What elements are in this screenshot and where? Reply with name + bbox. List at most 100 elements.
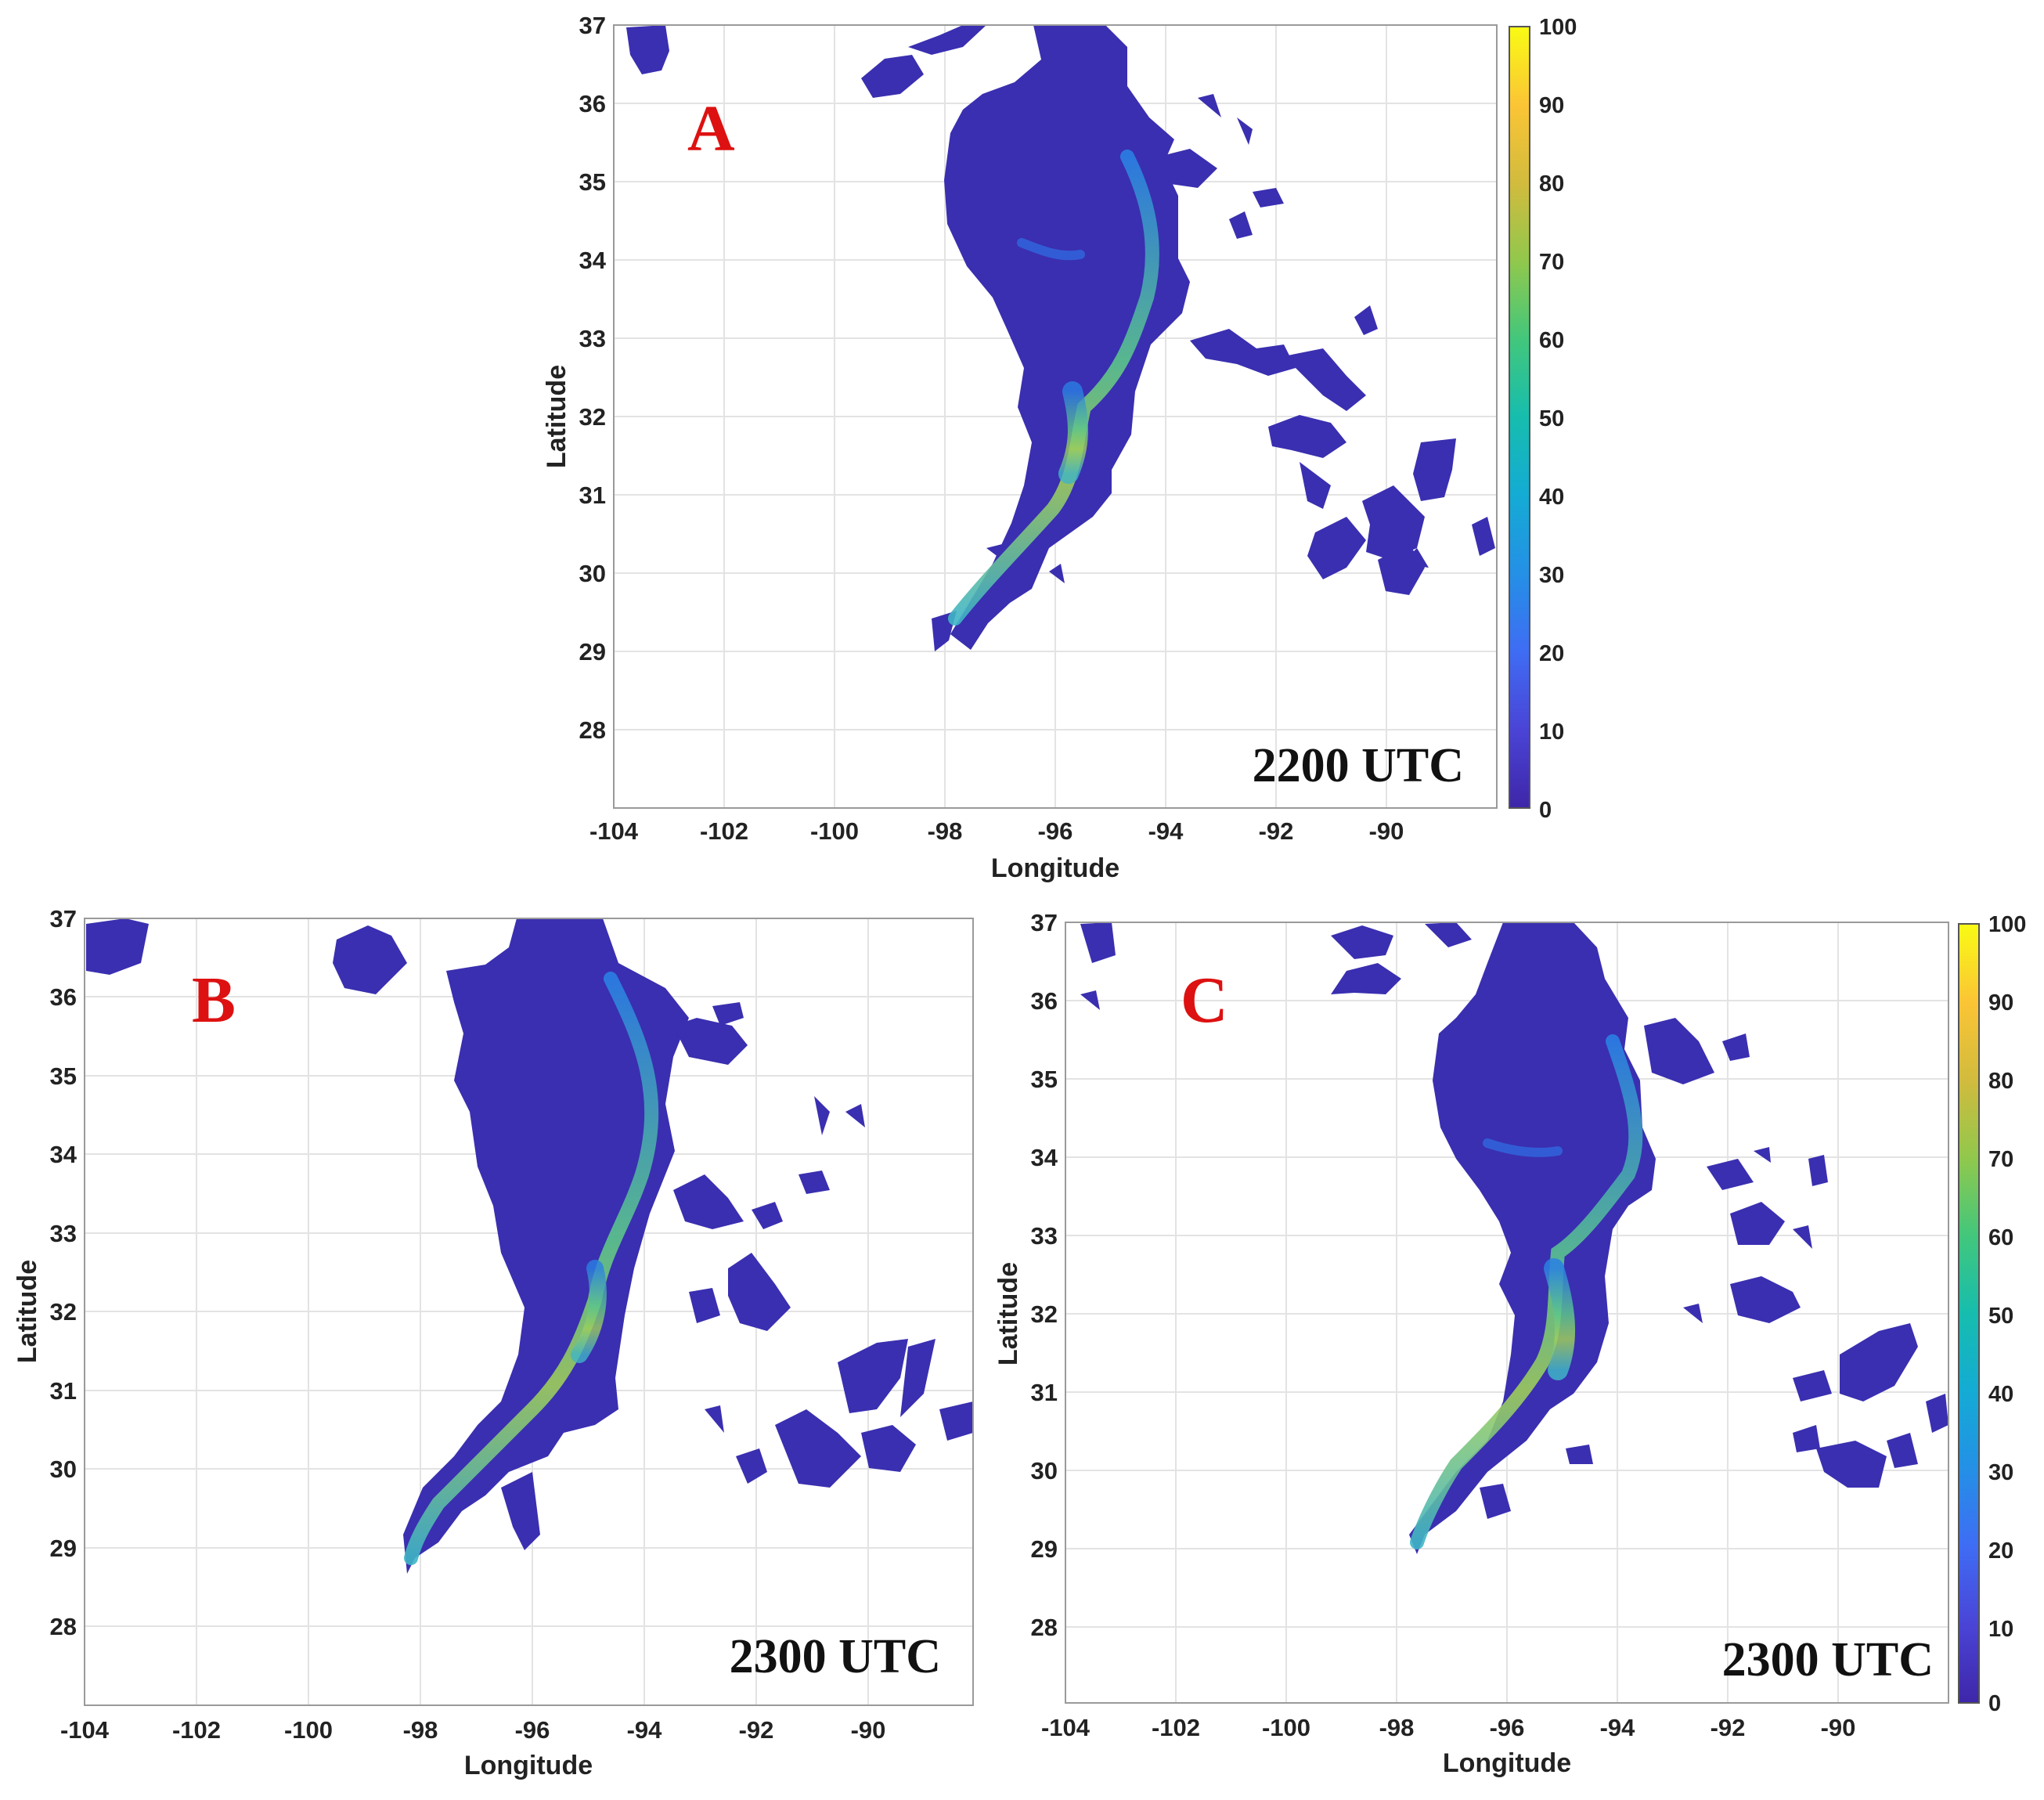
y-ticks: 37 36 35 34 33 32 31 30 29 28 <box>579 12 607 744</box>
panel-letter: A <box>687 92 735 165</box>
y-tick-label: 37 <box>579 12 606 39</box>
y-tick-label: 32 <box>1031 1300 1058 1328</box>
x-axis-label: Longitude <box>991 853 1119 883</box>
plot-frame <box>613 24 1498 809</box>
y-tick-label: 29 <box>579 638 606 666</box>
x-tick-label: -100 <box>810 817 859 845</box>
x-tick-label: -90 <box>851 1716 886 1744</box>
squall-line-core <box>948 150 1159 626</box>
x-tick-label: -102 <box>1152 1714 1200 1741</box>
x-tick-label: -102 <box>172 1716 221 1744</box>
colorbar-tick: 70 <box>1988 1147 2013 1172</box>
x-tick-label: -98 <box>928 817 963 845</box>
timestamp-label: 2200 UTC <box>1253 739 1464 792</box>
panel-b: -104 -102 -100 -98 -96 -94 -92 -90 37 36… <box>13 905 974 1780</box>
colorbar-tick: 100 <box>1988 912 2026 937</box>
x-tick-label: -96 <box>1490 1714 1525 1741</box>
y-tick-label: 28 <box>579 716 606 744</box>
x-tick-label: -96 <box>515 1716 550 1744</box>
y-tick-label: 35 <box>1031 1066 1058 1093</box>
colorbar-tick: 50 <box>1539 406 1564 431</box>
colorbar-tick: 80 <box>1539 171 1564 197</box>
squall-line-core <box>1410 1034 1643 1549</box>
x-tick-label: -100 <box>284 1716 333 1744</box>
x-tick-label: -102 <box>700 817 748 845</box>
y-tick-label: 30 <box>1031 1457 1058 1484</box>
y-tick-label: 32 <box>579 403 606 431</box>
x-tick-label: -98 <box>403 1716 438 1744</box>
panel-c: -104 -102 -100 -98 -96 -94 -92 -90 37 36… <box>993 909 2026 1778</box>
colorbar-scale <box>1958 923 1980 1704</box>
y-axis-label: Latitude <box>993 1262 1023 1365</box>
timestamp-label: 2300 UTC <box>730 1630 941 1683</box>
panel-letter: C <box>1181 964 1228 1037</box>
y-tick-label: 29 <box>50 1535 77 1562</box>
colorbar-tick: 30 <box>1539 563 1564 588</box>
x-ticks: -104 -102 -100 -98 -96 -94 -92 -90 <box>589 817 1404 845</box>
y-tick-label: 28 <box>50 1613 77 1640</box>
squall-line-core <box>404 972 659 1565</box>
colorbar-tick: 30 <box>1988 1460 2013 1485</box>
colorbar-tick: 60 <box>1539 328 1564 353</box>
colorbar-scale <box>1509 26 1530 809</box>
x-tick-label: -104 <box>589 817 639 845</box>
colorbar-tick: 60 <box>1988 1225 2013 1250</box>
y-tick-label: 28 <box>1031 1614 1058 1641</box>
colorbar-tick: 0 <box>1988 1691 2001 1716</box>
precipitation-field <box>86 918 973 1574</box>
x-tick-label: -90 <box>1369 817 1404 845</box>
y-tick-label: 37 <box>1031 909 1058 936</box>
x-tick-label: -104 <box>1041 1714 1090 1741</box>
y-tick-label: 37 <box>50 905 77 932</box>
x-tick-label: -92 <box>739 1716 774 1744</box>
plot-frame <box>1065 922 1949 1704</box>
colorbar-tick: 40 <box>1988 1382 2013 1407</box>
plot-frame <box>84 918 974 1706</box>
y-axis-label: Latitude <box>13 1260 42 1363</box>
colorbar-tick: 0 <box>1539 798 1552 823</box>
colorbar-tick: 20 <box>1539 641 1564 666</box>
colorbar-tick: 10 <box>1539 720 1564 745</box>
x-axis-label: Longitude <box>1443 1748 1571 1778</box>
x-ticks: -104 -102 -100 -98 -96 -94 -92 -90 <box>60 1716 885 1744</box>
y-tick-label: 36 <box>1031 987 1058 1015</box>
y-tick-label: 36 <box>579 90 606 117</box>
y-tick-label: 31 <box>50 1377 77 1405</box>
x-tick-label: -94 <box>1148 817 1184 845</box>
y-tick-label: 34 <box>1031 1144 1058 1171</box>
y-tick-label: 35 <box>50 1062 77 1090</box>
x-tick-label: -94 <box>627 1716 663 1744</box>
x-tick-label: -90 <box>1821 1714 1856 1741</box>
y-tick-label: 30 <box>579 560 606 587</box>
y-ticks: 37 36 35 34 33 32 31 30 29 28 <box>1031 909 1058 1641</box>
y-tick-label: 35 <box>579 168 606 196</box>
y-tick-label: 33 <box>50 1220 77 1247</box>
colorbar-tick: 90 <box>1988 990 2013 1015</box>
colorbar-tick: 20 <box>1988 1538 2013 1564</box>
precipitation-field <box>1080 922 1948 1554</box>
y-tick-label: 34 <box>579 247 607 274</box>
y-tick-label: 36 <box>50 983 77 1011</box>
x-tick-label: -98 <box>1379 1714 1415 1741</box>
panel-letter: B <box>192 964 236 1037</box>
y-tick-label: 30 <box>50 1456 77 1483</box>
x-tick-label: -92 <box>1711 1714 1746 1741</box>
x-ticks: -104 -102 -100 -98 -96 -94 -92 -90 <box>1041 1714 1855 1741</box>
x-tick-label: -92 <box>1259 817 1294 845</box>
x-tick-label: -100 <box>1262 1714 1310 1741</box>
colorbar-tick: 40 <box>1539 485 1564 510</box>
y-tick-label: 31 <box>1031 1379 1058 1406</box>
colorbar: 100 90 80 70 60 50 40 30 20 10 0 <box>1958 912 2026 1716</box>
panel-a: -104 -102 -100 -98 -96 -94 -92 -90 37 36… <box>542 12 1577 883</box>
y-ticks: 37 36 35 34 33 32 31 30 29 28 <box>50 905 78 1640</box>
y-tick-label: 32 <box>50 1298 77 1326</box>
precipitation-field <box>626 25 1495 651</box>
y-tick-label: 33 <box>579 325 606 352</box>
colorbar-tick: 70 <box>1539 250 1564 275</box>
colorbar-tick: 80 <box>1988 1069 2013 1094</box>
x-axis-label: Longitude <box>464 1751 593 1780</box>
x-tick-label: -104 <box>60 1716 110 1744</box>
x-tick-label: -94 <box>1600 1714 1636 1741</box>
colorbar-tick: 90 <box>1539 93 1564 118</box>
